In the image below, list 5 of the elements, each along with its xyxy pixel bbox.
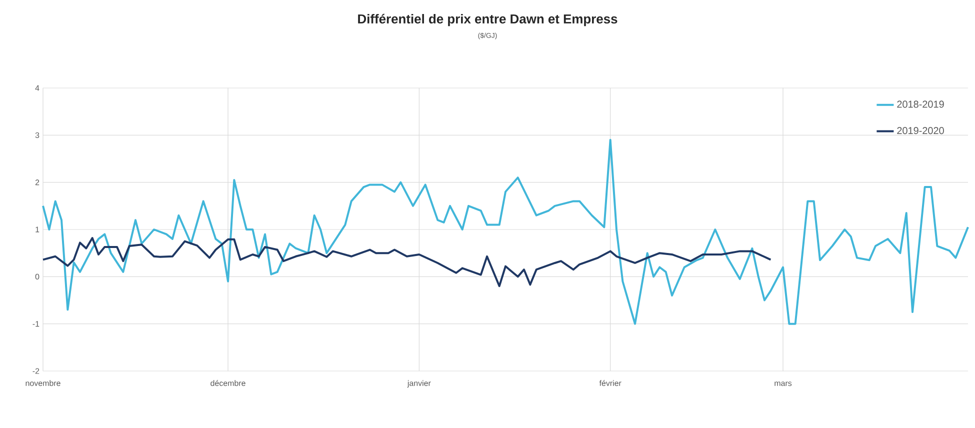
legend-label: 2018-2019 bbox=[897, 100, 944, 108]
legend-label: 2019-2020 bbox=[897, 127, 944, 134]
line-series bbox=[42, 236, 772, 288]
line-series bbox=[42, 138, 970, 325]
chart-title: Différentiel de prix entre Dawn et Empress bbox=[358, 14, 618, 26]
